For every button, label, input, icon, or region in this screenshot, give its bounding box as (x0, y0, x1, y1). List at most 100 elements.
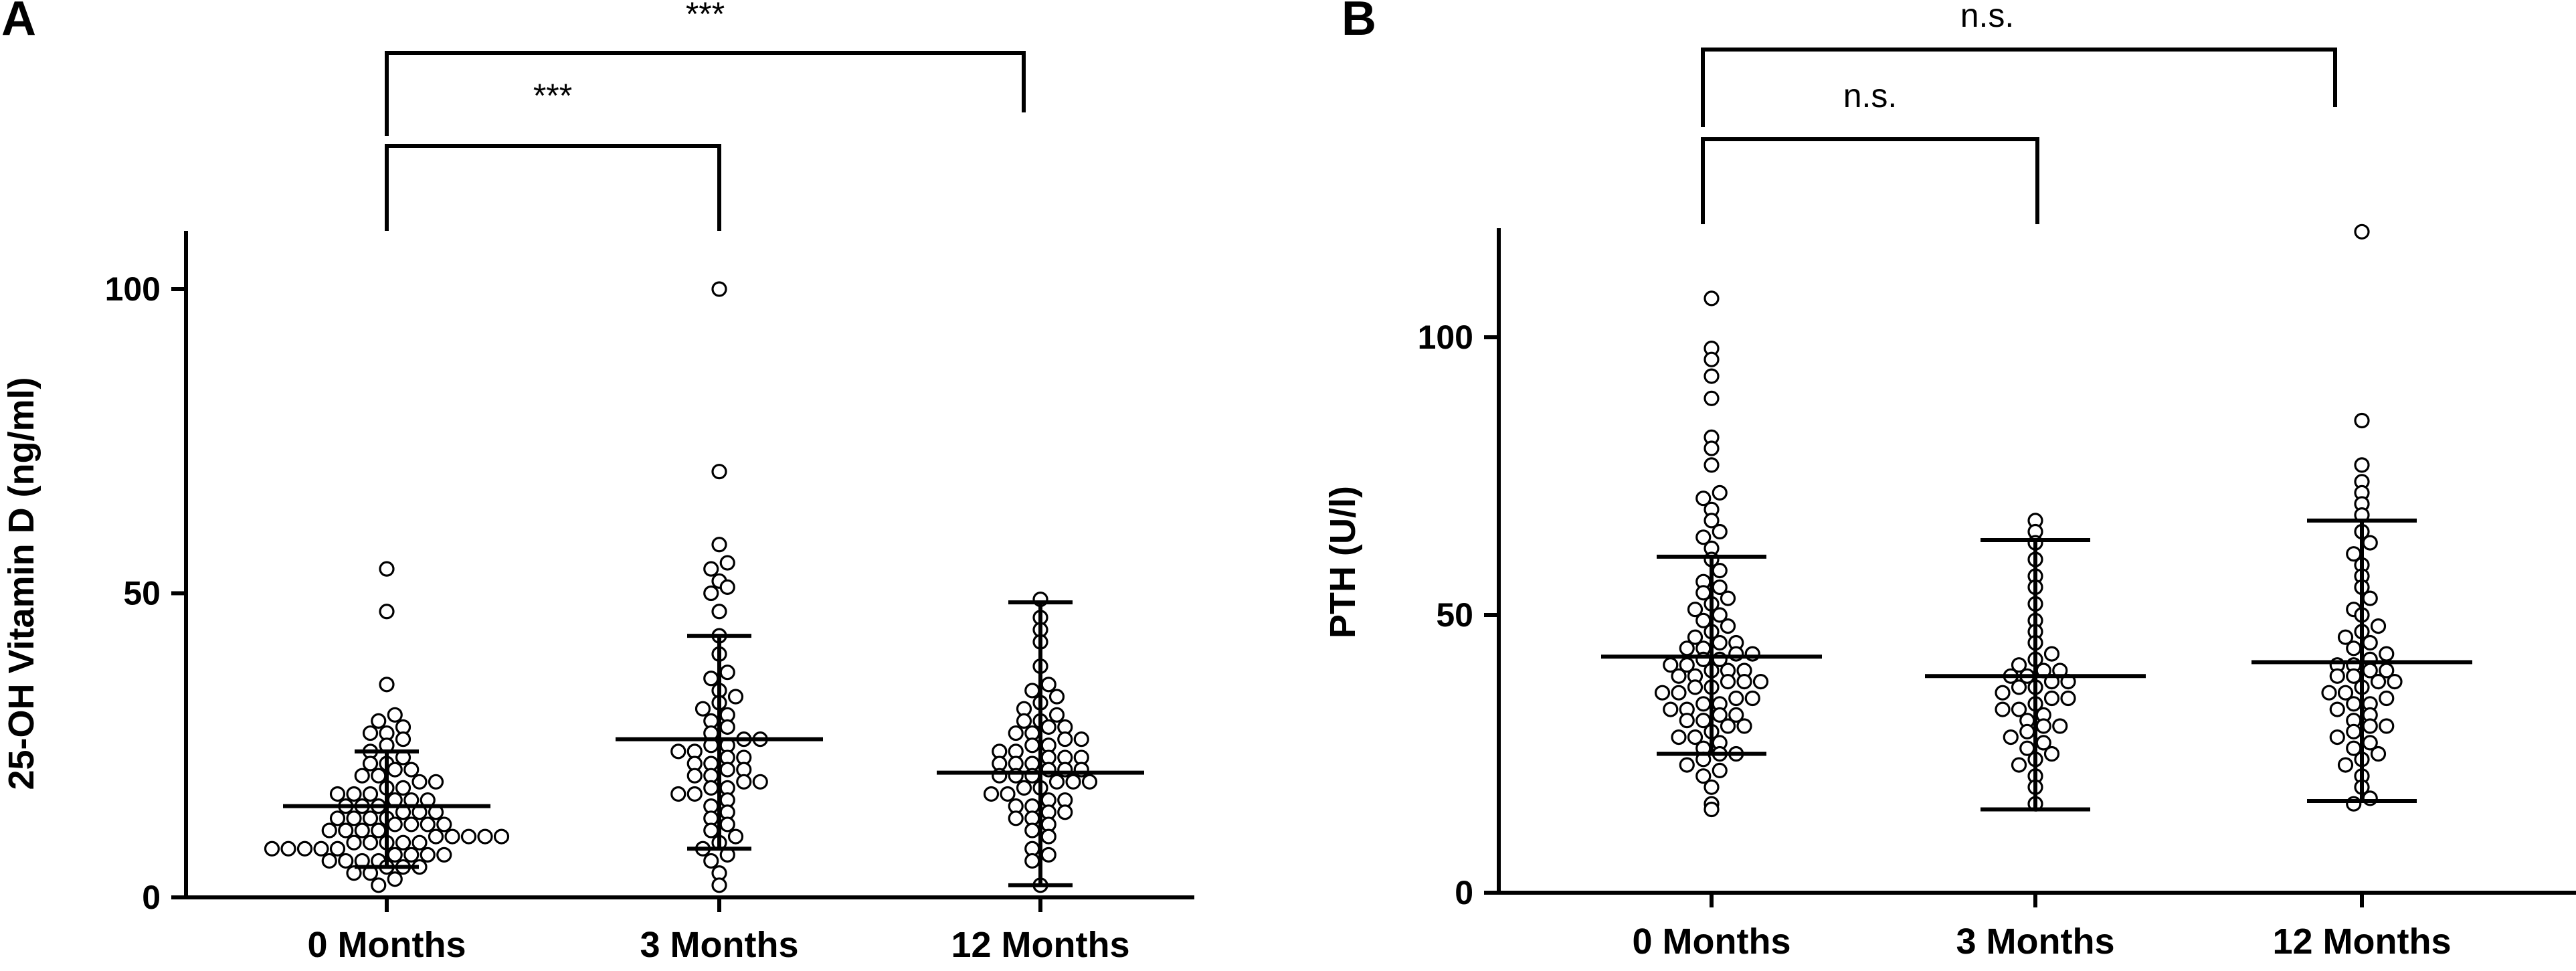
data-point (1000, 786, 1016, 802)
data-point (1008, 810, 1024, 826)
panel-a-points (264, 281, 1098, 893)
data-point (1671, 729, 1687, 745)
data-point (264, 841, 280, 857)
data-point (1704, 457, 1720, 473)
data-point (395, 834, 411, 851)
data-point (711, 464, 727, 480)
data-point (1048, 707, 1065, 723)
data-point (1687, 629, 1704, 645)
data-point (752, 774, 768, 790)
panel-a-significance: *** *** (385, 0, 1026, 231)
data-point (703, 822, 719, 838)
data-point (428, 828, 444, 845)
data-point (1671, 668, 1687, 684)
data-point (1040, 719, 1056, 735)
panel-a-category-label: 0 Months (308, 925, 466, 965)
data-point (420, 847, 436, 863)
data-point (329, 810, 346, 826)
panel-a-y-ticks: 0 50 100 (105, 270, 186, 916)
data-point (670, 743, 686, 760)
data-point (379, 677, 395, 693)
data-point (695, 701, 711, 717)
panel-b-category-label: 0 Months (1633, 921, 1791, 962)
data-point (1712, 634, 1728, 651)
data-point (338, 822, 354, 838)
data-point (711, 537, 727, 553)
data-point (362, 834, 379, 851)
data-point (2043, 690, 2060, 707)
data-point (362, 810, 379, 826)
data-point (1720, 590, 1736, 606)
data-point (2043, 646, 2060, 662)
data-point (719, 555, 735, 571)
data-point (1728, 707, 1744, 723)
data-point (2043, 745, 2060, 762)
data-point (1057, 804, 1073, 820)
panel-a-category-label: 12 Months (951, 925, 1129, 965)
data-point (1995, 685, 2011, 701)
data-point (1695, 491, 1712, 507)
data-point (1040, 677, 1056, 693)
data-point (1995, 701, 2011, 717)
data-point (444, 828, 460, 845)
data-point (711, 877, 727, 893)
data-point (1679, 757, 1695, 773)
data-point (379, 604, 395, 620)
panel-b-y-axis-title: PTH (U/l) (1323, 486, 1363, 638)
data-point (1712, 484, 1728, 501)
data-point (1016, 780, 1032, 796)
data-point (1720, 673, 1736, 690)
data-point (1024, 853, 1040, 869)
data-point (2379, 646, 2395, 662)
data-point (2362, 590, 2378, 606)
data-point (711, 281, 727, 297)
panel-a-y-tick-label: 100 (105, 270, 161, 308)
data-point (436, 816, 452, 832)
data-point (1008, 725, 1024, 741)
data-point (387, 707, 403, 723)
data-point (727, 689, 744, 705)
data-point (1744, 690, 1760, 707)
data-point (2362, 718, 2378, 734)
data-point (703, 561, 719, 577)
data-point (703, 780, 719, 796)
data-point (403, 762, 420, 778)
data-point (2011, 701, 2027, 717)
data-point (280, 841, 296, 857)
data-point (719, 719, 735, 735)
data-point (2346, 696, 2362, 712)
data-point (2370, 673, 2387, 690)
data-point (1687, 679, 1704, 695)
data-point (2011, 679, 2027, 695)
data-point (1695, 529, 1712, 545)
data-point (379, 561, 395, 577)
data-point (703, 671, 719, 687)
data-point (477, 828, 493, 845)
data-point (1704, 290, 1720, 306)
panel-a-category-label: 3 Months (640, 925, 799, 965)
data-point (1679, 640, 1695, 656)
data-point (387, 816, 403, 832)
panel-b-bracket-0-12 (1701, 48, 2337, 127)
panel-a: A 25-OH Vitamin D (ng/ml) 0 50 100 0 Month… (1, 0, 1194, 965)
data-point (1663, 701, 1679, 717)
data-point (1024, 822, 1040, 838)
panel-b-y-tick-label: 50 (1436, 596, 1473, 634)
data-point (2379, 718, 2395, 734)
data-point (2387, 673, 2403, 690)
data-point (387, 762, 403, 778)
data-point (403, 816, 420, 832)
data-point (428, 774, 444, 790)
data-point (346, 786, 362, 802)
panel-a-bracket-0-3 (385, 144, 721, 231)
data-point (2329, 701, 2345, 717)
panel-b-y-tick-label: 100 (1418, 319, 1473, 356)
data-point (719, 762, 735, 778)
data-point (703, 585, 719, 602)
data-point (2337, 685, 2354, 701)
data-point (1024, 737, 1040, 754)
data-point (371, 713, 387, 729)
data-point (346, 810, 362, 826)
panel-b-summary-bars (1601, 518, 2472, 812)
